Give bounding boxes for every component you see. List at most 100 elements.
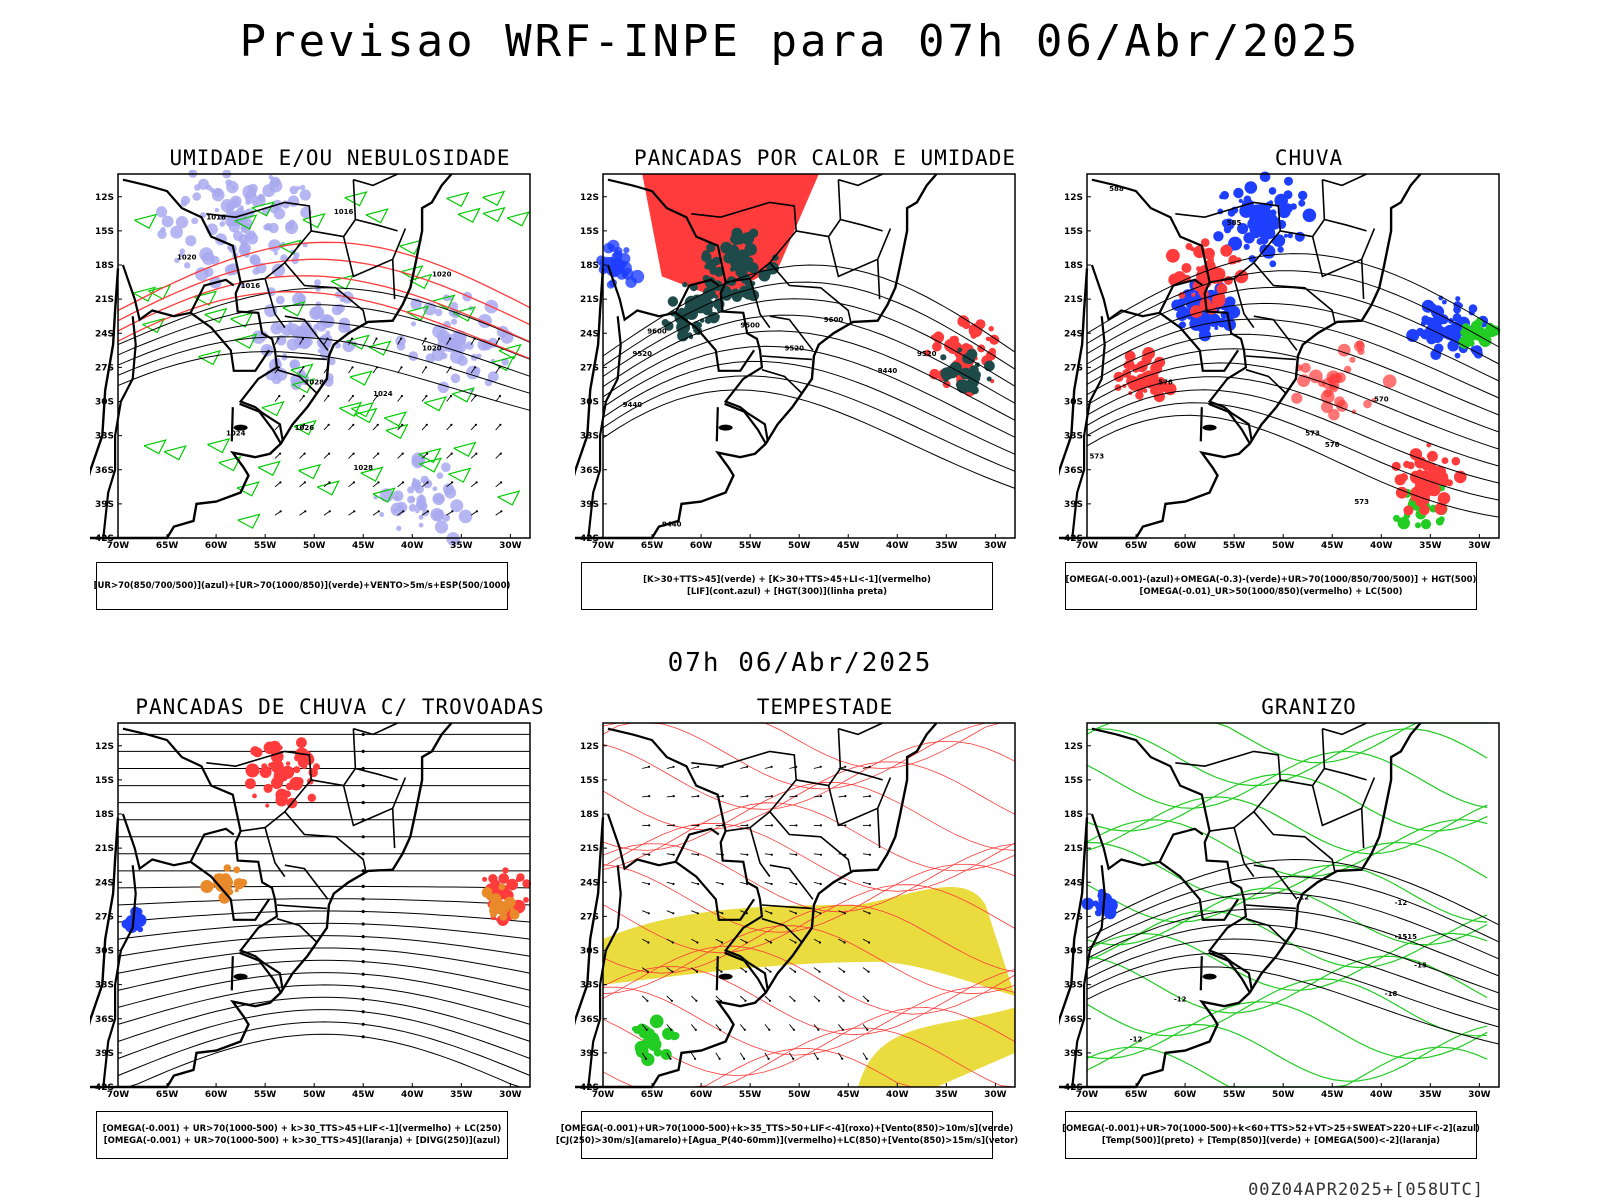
lat-tick-label: 27S [1064,912,1083,922]
humidity-mid-area [344,325,351,333]
lon-tick-label: 60W [690,541,713,551]
water-content-contour [602,740,1016,810]
state-border [276,355,327,361]
wind-vector [421,424,428,431]
wind-vector-head [672,795,675,798]
wind-vector [666,881,674,885]
omega-red-area [1163,384,1173,395]
instability-teal-area [959,367,972,380]
state-border [284,315,329,351]
state-border [1311,228,1376,278]
wind-vector [397,395,403,402]
wind-vector [764,881,772,885]
humidity-low-contour [292,378,316,394]
wind-vector [691,766,699,769]
thunder-red-area [274,772,286,784]
state-border [240,811,286,832]
thunder-orange-area [226,888,234,896]
humidity-mid-area [225,201,236,212]
humidity-low-contour [218,455,242,472]
wind-vector-head [769,941,773,944]
wind-vector-head [816,1057,819,1060]
wind-vector-head [868,912,871,915]
country-border [606,813,720,871]
panel-umidade: UMIDADE E/OU NEBULOSIDADE 1016 1016 1020 10… [90,146,590,616]
wind-vector-head [670,999,673,1002]
lon-tick-label: 35W [935,541,958,551]
humidity-mid-area [432,510,444,522]
wind-vector [691,853,699,856]
instability-teal-area [766,261,779,275]
wind-vector-head [672,882,675,886]
lat-tick-label: 36S [95,1015,114,1025]
instability-teal-area [748,228,759,238]
humidity-low-contour [406,305,430,321]
state-border [1280,728,1326,787]
omega-red-area [1328,409,1340,421]
wind-vector-head [279,481,282,484]
wind-vector-head [352,423,355,426]
instability-teal-area [772,254,779,261]
state-border [761,917,803,944]
wind-vector-head [449,394,453,398]
wind-vector [838,967,845,973]
temp850-contour [1086,722,1488,764]
instability-teal-area [682,281,688,288]
omega-red-area [1426,442,1432,448]
hgt500-contour [1086,376,1500,467]
hgt500-label: 573 [1089,452,1104,460]
state-border [391,259,396,300]
thunder-red-area [245,778,256,790]
wind-vector [666,766,674,769]
wind-vector [397,367,402,374]
wind-vector-head [744,999,747,1002]
instability-red-area [962,321,971,330]
streamline [118,1033,530,1088]
instability-teal-area [984,360,995,372]
wind-vector [764,967,771,973]
instability-teal-area [702,286,716,300]
omega-red-area [1337,343,1351,357]
lon-tick-label: 45W [1321,1090,1344,1100]
humidity-mid-area [195,267,209,281]
humidity-low-contour [344,191,368,207]
divergence-blue-area [137,926,144,933]
omega-red-area [1191,292,1196,297]
lat-tick-label: 42S [1064,534,1083,544]
map-plot: 1016 1016 1020 1016 1020 1024 1020 1024 1028 1028… [90,170,531,551]
omega-green-area [1491,328,1497,335]
water-content-contour [602,822,1016,892]
thunder-red-area [523,897,529,903]
pressure-isobar [117,320,531,377]
humidity-low-contour [365,208,389,224]
legend-line: [Temp(500)](preto) + [Temp(850)](verde) … [1101,1136,1441,1146]
wind-vector [470,367,476,374]
omega-blue-area [1442,299,1447,305]
wind-vector-head [304,510,307,513]
country-border [230,407,234,442]
hgt500-contour [1086,270,1500,348]
wind-vector [372,510,380,516]
wind-vector [690,1052,696,1060]
wind-vector [397,424,403,431]
water-content-contour [602,925,1016,995]
lat-tick-label: 36S [95,466,114,476]
panel-title: TEMPESTADE [756,695,894,719]
humidity-mid-area [305,338,313,347]
omega-blue-area [1298,190,1308,201]
wind-vector-head [746,765,749,768]
wind-vector [739,1052,745,1060]
wind-vector-head [697,853,700,856]
jet-yellow-area [603,886,1015,996]
wind-vector-head [865,1057,868,1060]
wind-vector [813,910,821,914]
streamline-arrowhead [361,909,365,914]
humidity-mid-area [443,334,450,341]
wind850-green-area [654,1017,660,1023]
humidity-low-contour [290,363,314,379]
lat-tick-label: 33S [95,432,114,442]
wind-vector [348,338,353,345]
wind-vector [495,367,500,374]
wind-vector [789,795,797,798]
lon-tick-label: 50W [788,541,811,551]
